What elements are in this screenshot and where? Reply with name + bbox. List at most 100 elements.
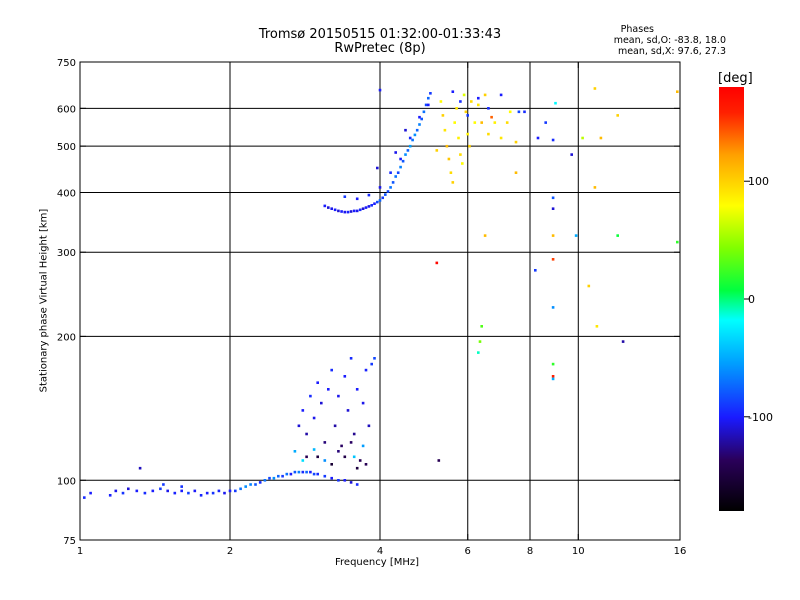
data-point (323, 459, 327, 462)
data-point (89, 491, 92, 495)
data-point (268, 476, 271, 480)
data-point (449, 171, 453, 174)
data-point (239, 487, 242, 491)
data-point (478, 340, 482, 343)
colorbar-tick-label: 100 (748, 175, 769, 188)
data-point (166, 489, 169, 493)
y-tick-label: 750 (57, 58, 76, 69)
data-point (301, 459, 305, 462)
data-point (593, 186, 597, 189)
data-point (289, 472, 293, 476)
chart-title-line1: Tromsø 20150515 01:32:00-01:33:43 (258, 27, 502, 42)
data-point (159, 487, 162, 491)
data-point (593, 87, 597, 90)
data-point (108, 494, 112, 497)
data-point (551, 196, 555, 200)
data-point (551, 362, 555, 366)
data-point (327, 206, 330, 209)
data-point (343, 479, 347, 482)
data-point (551, 258, 555, 261)
grid-lines (80, 62, 680, 540)
data-point (418, 123, 421, 126)
data-point (554, 101, 557, 105)
data-point (337, 209, 340, 213)
data-point (499, 136, 503, 140)
data-point (599, 136, 603, 140)
data-point (187, 491, 190, 495)
data-point (343, 210, 347, 214)
x-tick-label: 16 (674, 546, 687, 557)
data-point (378, 88, 382, 92)
data-point (508, 110, 512, 114)
data-point (305, 455, 308, 459)
data-point (464, 110, 468, 114)
data-point (346, 409, 350, 412)
data-point (305, 432, 308, 436)
data-point (621, 340, 625, 343)
data-point (587, 284, 591, 288)
data-point (285, 472, 289, 476)
data-point (373, 357, 376, 360)
data-point (281, 474, 284, 478)
data-point (323, 474, 327, 478)
data-point (151, 489, 155, 493)
data-point (352, 209, 356, 213)
data-point (461, 162, 464, 165)
data-point (320, 401, 323, 405)
data-point (459, 100, 462, 103)
x-tick-label: 2 (227, 546, 233, 557)
data-point (676, 90, 679, 93)
data-point (435, 149, 439, 152)
data-point (309, 470, 312, 474)
data-point (143, 491, 147, 495)
data-point (435, 261, 439, 265)
x-tick-label: 10 (572, 546, 585, 557)
data-point (595, 325, 599, 328)
data-point (457, 136, 460, 140)
data-point (536, 136, 540, 140)
data-point (466, 132, 469, 136)
colorbar-tick-label: 0 (748, 293, 755, 306)
data-point (376, 166, 379, 170)
data-point (173, 491, 177, 495)
data-point (517, 110, 521, 114)
data-point (361, 444, 365, 448)
data-point (468, 144, 471, 148)
data-point (381, 196, 384, 200)
data-point (514, 171, 518, 174)
data-point (211, 491, 215, 495)
data-point (352, 432, 356, 436)
data-point (551, 306, 555, 309)
data-point (312, 448, 316, 451)
data-point (135, 489, 139, 493)
data-point (401, 159, 405, 163)
colorbar-ticks: 100 0 -100 (744, 175, 773, 424)
data-point (323, 441, 327, 444)
data-point (364, 206, 368, 209)
colorbar-tick-label: -100 (748, 411, 773, 424)
data-point (293, 450, 297, 453)
data-point (316, 472, 319, 476)
data-point (413, 133, 417, 137)
data-point (451, 90, 455, 93)
data-points (83, 87, 679, 499)
data-point (343, 455, 347, 459)
data-point (263, 479, 267, 482)
data-point (493, 121, 497, 124)
data-point (361, 207, 365, 210)
data-point (574, 234, 578, 237)
data-point (441, 114, 445, 117)
x-axis-label: Frequency [MHz] (335, 557, 420, 568)
data-point (451, 181, 455, 184)
data-point (427, 103, 430, 107)
data-point (396, 171, 400, 174)
data-point (272, 476, 276, 480)
x-tick-label: 8 (527, 546, 533, 557)
data-point (355, 483, 359, 486)
data-point (406, 149, 410, 152)
data-point (337, 394, 340, 398)
phases-mean-x: mean, sd,X: 97.6, 27.3 (617, 46, 726, 57)
data-point (470, 100, 473, 103)
data-point (312, 472, 316, 476)
data-point (223, 491, 226, 495)
